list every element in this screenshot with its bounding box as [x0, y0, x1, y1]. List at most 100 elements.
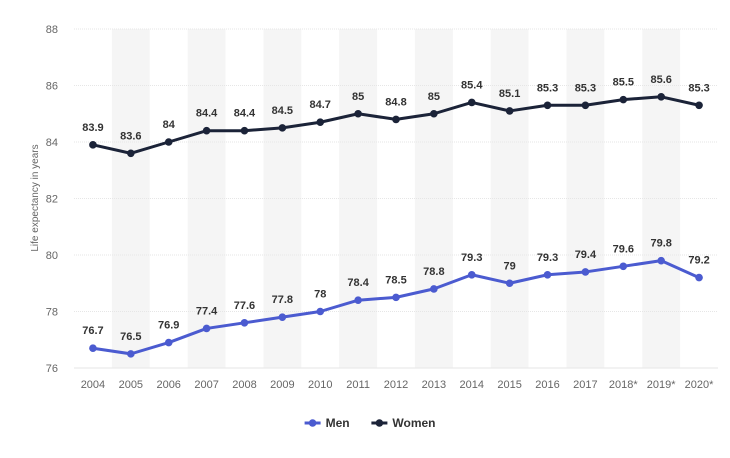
x-tick-label: 2014	[460, 379, 484, 391]
y-tick-label: 80	[46, 250, 58, 262]
legend[interactable]: Men Women	[304, 416, 436, 430]
data-label: 84.7	[310, 99, 331, 111]
data-label: 79.3	[537, 252, 558, 264]
data-label: 79.3	[461, 252, 482, 264]
legend-item-men[interactable]: Men	[304, 416, 350, 430]
data-label: 78.5	[385, 274, 406, 286]
data-labels: 76.7 76.5 76.9 77.4 77.6 77.8 78 78.4 78.5 78.8 79…	[82, 74, 710, 343]
data-point	[657, 93, 665, 101]
data-label: 85.4	[461, 79, 483, 91]
data-label: 78.4	[347, 277, 369, 289]
data-label: 77.8	[272, 294, 293, 306]
x-tick-label: 2010	[308, 379, 332, 391]
legend-swatch-marker	[375, 419, 384, 427]
data-point	[430, 109, 438, 118]
data-point	[202, 324, 211, 333]
data-point	[467, 270, 476, 279]
data-label: 84.4	[196, 108, 218, 120]
y-tick-label: 76	[46, 363, 58, 375]
x-tick-label: 2017	[573, 379, 597, 391]
data-label: 77.6	[234, 300, 255, 312]
data-point	[392, 115, 400, 124]
data-label: 85	[352, 91, 364, 103]
data-point	[354, 296, 362, 305]
y-tick-label: 88	[46, 24, 58, 36]
data-point	[164, 138, 173, 146]
data-point	[505, 279, 514, 288]
data-label: 78	[314, 289, 326, 301]
data-point	[127, 350, 135, 358]
data-label: 83.6	[120, 130, 141, 142]
data-label: 84	[163, 119, 176, 131]
data-point	[316, 118, 325, 127]
data-point	[202, 126, 211, 135]
y-tick-label: 86	[46, 81, 58, 93]
data-label: 76.5	[120, 331, 141, 343]
x-tick-label: 2004	[81, 379, 105, 391]
data-label: 85.3	[575, 82, 596, 94]
x-tick-label: 2018*	[609, 379, 638, 391]
x-tick-label: 2020*	[685, 379, 714, 391]
series-men	[89, 256, 703, 358]
data-point	[657, 256, 665, 265]
data-label: 85.1	[499, 88, 520, 100]
data-label: 85	[428, 91, 440, 103]
y-axis-ticks: 76 78 80 82 84 86 88	[46, 24, 58, 375]
data-point	[316, 307, 325, 316]
x-tick-label: 2013	[422, 379, 446, 391]
data-label: 83.9	[82, 122, 103, 134]
data-point	[89, 141, 97, 149]
data-label: 85.3	[688, 82, 709, 94]
x-tick-label: 2005	[119, 379, 143, 391]
x-tick-label: 2006	[156, 379, 180, 391]
data-point	[543, 101, 552, 110]
legend-item-women[interactable]: Women	[371, 416, 436, 430]
data-label: 79.2	[688, 255, 709, 267]
data-point	[278, 313, 287, 321]
y-tick-label: 84	[46, 137, 58, 149]
data-label: 84.5	[272, 105, 293, 117]
data-label: 85.6	[650, 74, 671, 86]
y-axis-title: Life expectancy in years	[30, 144, 41, 251]
x-tick-label: 2008	[232, 379, 256, 391]
data-label: 79.4	[575, 249, 597, 261]
data-point	[430, 285, 438, 293]
data-point	[505, 107, 514, 115]
data-point	[240, 126, 249, 135]
data-point	[127, 149, 135, 158]
y-tick-label: 78	[46, 307, 58, 319]
data-point	[89, 344, 97, 353]
x-tick-label: 2009	[270, 379, 294, 391]
legend-swatch-marker	[308, 419, 317, 427]
data-point	[354, 109, 362, 118]
data-point	[543, 270, 552, 279]
data-point	[581, 268, 590, 276]
data-point	[392, 293, 400, 302]
data-label: 77.4	[196, 305, 218, 317]
data-label: 85.3	[537, 82, 558, 94]
data-point	[581, 101, 590, 110]
data-point	[619, 262, 628, 271]
x-tick-label: 2019*	[647, 379, 676, 391]
gridlines	[74, 28, 718, 369]
data-point	[240, 319, 249, 327]
y-tick-label: 82	[46, 194, 58, 206]
data-label: 76.7	[82, 325, 103, 337]
data-label: 79	[504, 260, 516, 272]
data-label: 79.6	[613, 243, 634, 255]
data-label: 79.8	[650, 238, 671, 250]
data-label: 85.5	[613, 77, 634, 89]
x-tick-label: 2007	[194, 379, 218, 391]
data-point	[695, 101, 703, 110]
x-tick-label: 2016	[535, 379, 559, 391]
data-label: 76.9	[158, 320, 179, 332]
legend-label: Men	[326, 416, 350, 430]
data-label: 84.4	[234, 108, 256, 120]
legend-label: Women	[392, 416, 435, 430]
series-women	[89, 93, 703, 158]
x-tick-label: 2015	[497, 379, 521, 391]
data-point	[695, 273, 703, 282]
data-point	[278, 124, 287, 132]
data-label: 84.8	[385, 96, 406, 108]
